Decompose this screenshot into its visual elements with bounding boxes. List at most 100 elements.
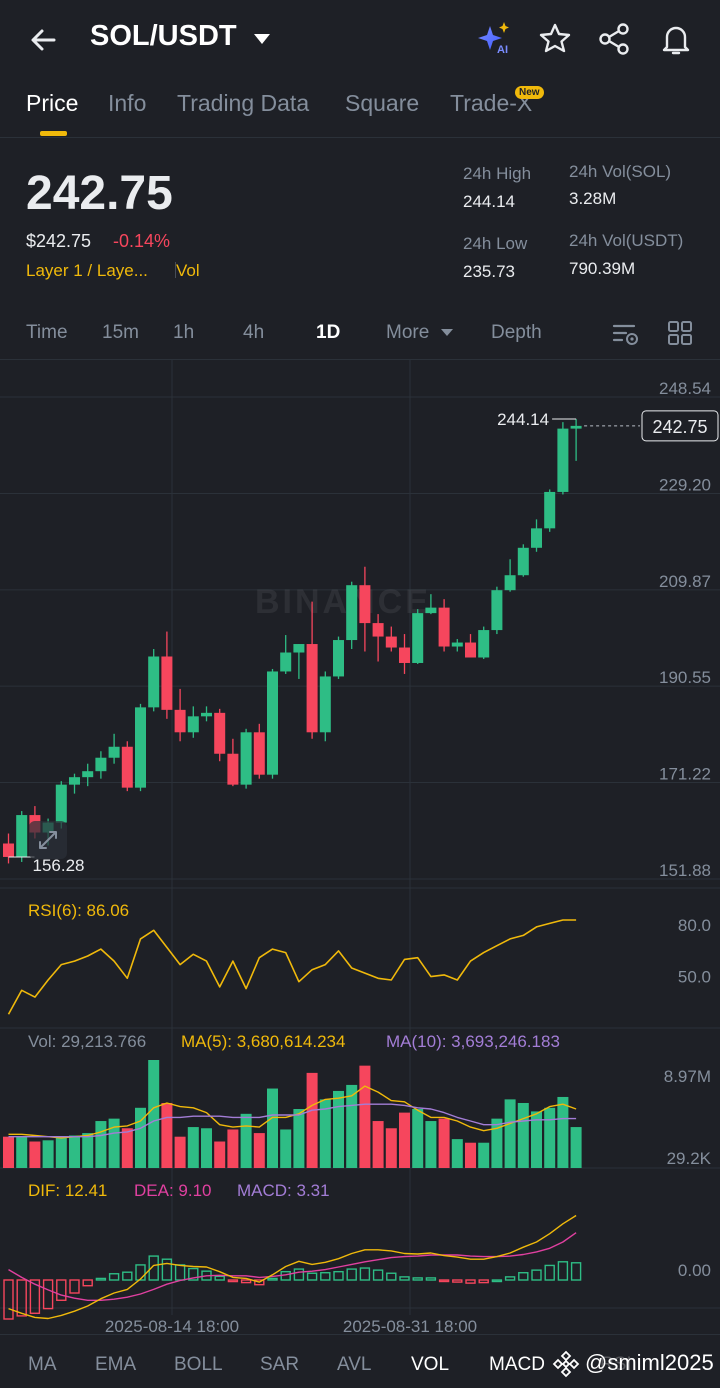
tab-price[interactable]: Price xyxy=(26,90,79,116)
candle-body xyxy=(16,815,28,857)
indicator-avl[interactable]: AVL xyxy=(337,1354,372,1375)
price-tick: 248.54 xyxy=(659,379,711,398)
macd-histogram-bar xyxy=(174,1264,186,1281)
price-tick: 171.22 xyxy=(659,765,711,784)
interval-more[interactable]: More xyxy=(386,322,430,343)
candle xyxy=(517,544,529,577)
volume-bar xyxy=(346,1084,358,1168)
candle-body xyxy=(135,707,146,788)
indicator-sar[interactable]: SAR xyxy=(260,1354,300,1375)
macd-histogram-bar xyxy=(240,1279,252,1284)
interval-1d[interactable]: 1D xyxy=(316,322,341,343)
fullscreen-icon[interactable] xyxy=(28,820,68,860)
macd-histogram-bar xyxy=(214,1275,225,1281)
ai-sparkle-icon[interactable]: AI xyxy=(476,20,514,58)
candle xyxy=(465,634,476,658)
macd-histogram-bar xyxy=(478,1279,489,1284)
interval-15m[interactable]: 15m xyxy=(102,322,139,343)
macd-histogram-bar xyxy=(122,1271,133,1281)
candle xyxy=(161,631,173,719)
candle-body xyxy=(69,777,80,785)
pair-dropdown-icon[interactable] xyxy=(254,34,270,44)
share-icon[interactable] xyxy=(596,20,634,58)
volume-tick: 8.97M xyxy=(664,1067,711,1086)
tab-info[interactable]: Info xyxy=(108,90,147,116)
candle-body xyxy=(478,630,490,658)
tab-square[interactable]: Square xyxy=(345,90,420,116)
binance-logo-icon xyxy=(552,1350,580,1378)
volume-ma10-line xyxy=(8,1103,577,1138)
volume-bar xyxy=(306,1072,318,1168)
new-badge: New xyxy=(515,86,544,99)
candle xyxy=(359,566,371,652)
macd-histogram-bar xyxy=(16,1279,27,1317)
candle-body xyxy=(412,613,424,663)
volume-bar xyxy=(491,1118,503,1168)
interval-1h[interactable]: 1h xyxy=(173,322,195,343)
change-percent: -0.14% xyxy=(113,231,171,251)
candle-body xyxy=(544,491,556,529)
tab-trading-data[interactable]: Trading Data xyxy=(177,90,310,116)
volume-bar xyxy=(359,1065,371,1168)
chart-settings-icon[interactable] xyxy=(612,320,640,348)
volume-bar xyxy=(201,1128,212,1168)
candle xyxy=(280,635,292,674)
indicator-vol[interactable]: VOL xyxy=(411,1354,450,1375)
vol-sol-value: 3.28M xyxy=(569,189,617,208)
candle xyxy=(174,688,186,742)
interval-depth[interactable]: Depth xyxy=(491,322,542,343)
macd-histogram-bar xyxy=(3,1279,14,1320)
candle-body xyxy=(570,425,582,429)
vol-tag[interactable]: Vol xyxy=(176,261,200,280)
volume-ma5-line xyxy=(8,1085,577,1139)
macd-histogram-bar xyxy=(346,1268,357,1281)
bell-icon[interactable] xyxy=(657,20,695,58)
candle-body xyxy=(504,575,516,591)
candle-body xyxy=(438,607,450,647)
macd-histogram-bar xyxy=(320,1272,331,1281)
layout-grid-icon[interactable] xyxy=(667,320,693,346)
indicator-ema[interactable]: EMA xyxy=(95,1354,137,1375)
more-caret-icon xyxy=(441,329,453,336)
indicator-rsi[interactable]: RSI xyxy=(600,1354,632,1375)
category-tag[interactable]: Layer 1 / Laye... xyxy=(26,261,148,280)
candle xyxy=(201,706,212,722)
price-markers: 244.14 156.28 242.75 xyxy=(8,410,719,875)
candle-body xyxy=(346,585,358,641)
candle-body xyxy=(451,642,463,647)
vol-sol-label: 24h Vol(SOL) xyxy=(569,162,672,181)
tabs-divider xyxy=(0,137,720,138)
candle-body xyxy=(82,771,94,778)
indicator-ma[interactable]: MA xyxy=(28,1354,57,1375)
candle-body xyxy=(280,652,292,672)
macd-histogram-bar xyxy=(359,1267,371,1281)
volume-bar xyxy=(531,1111,542,1168)
price-tick: 229.20 xyxy=(659,475,711,494)
pair-title[interactable]: SOL/USDT xyxy=(90,20,237,52)
candle-body xyxy=(465,642,476,658)
interval-4h[interactable]: 4h xyxy=(243,322,265,343)
volume-bar xyxy=(280,1129,292,1168)
volume-bar xyxy=(240,1113,252,1168)
candle xyxy=(412,609,424,664)
candle xyxy=(544,489,556,532)
volume-bar xyxy=(253,1133,265,1168)
vol-ma5-label: MA(5): 3,680,614.234 xyxy=(181,1032,346,1051)
indicator-macd[interactable]: MACD xyxy=(489,1354,545,1375)
macd-label: MACD: 3.31 xyxy=(237,1181,330,1200)
price-chart[interactable]: BINANCE 248.54 229.20 209.87 190.55 171.22 15… xyxy=(0,360,720,1335)
volume-bar xyxy=(425,1121,437,1168)
macd-histogram-bar xyxy=(531,1269,542,1281)
candle xyxy=(346,581,358,650)
candle-body xyxy=(517,547,529,576)
indicator-boll[interactable]: BOLL xyxy=(174,1354,223,1375)
volume-bar xyxy=(214,1141,226,1168)
volume-bar xyxy=(478,1142,490,1168)
back-arrow-icon[interactable] xyxy=(26,22,62,58)
star-icon[interactable] xyxy=(536,20,574,58)
volume-bar xyxy=(29,1141,41,1168)
candle-body xyxy=(531,528,542,548)
interval-time[interactable]: Time xyxy=(26,322,68,343)
macd-histogram-bar xyxy=(465,1279,476,1284)
high-label: 24h High xyxy=(463,164,532,183)
